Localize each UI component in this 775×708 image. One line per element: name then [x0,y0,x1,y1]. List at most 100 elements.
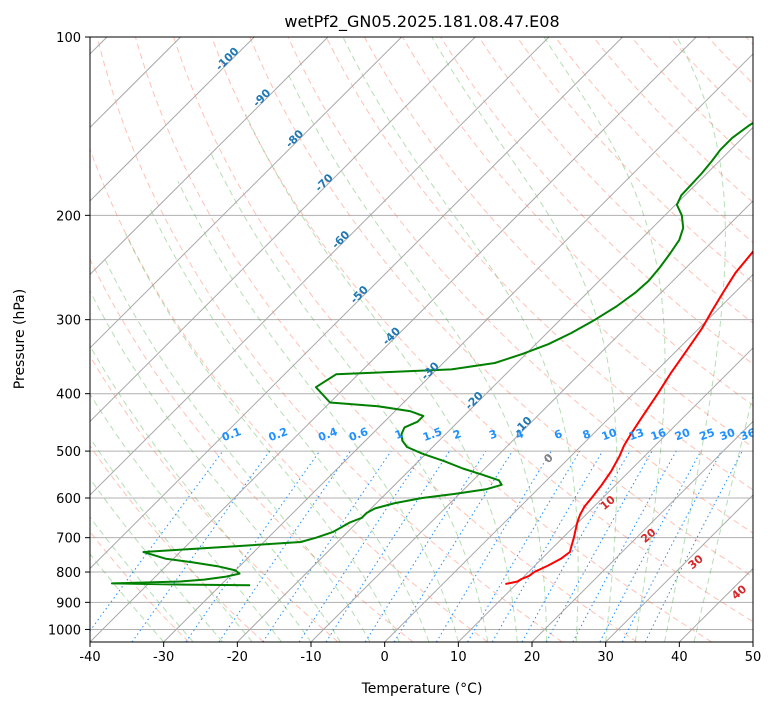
y-axis: 100 200 300 400 500 600 700 800 900 1000 [48,31,90,638]
line-labels: 0.1 0.2 0.4 0.6 1 1.5 2 3 4 6 8 10 13 16 20 25 30 36-100-… [213,44,753,602]
x-tick-label: -40 [79,650,100,665]
dry-adiabat-line [211,37,753,623]
mixing-ratio-line [90,450,224,632]
moist-adiabat-line [208,149,489,642]
dry-adiabat-line [516,37,753,284]
moist-adiabat-line [90,344,312,642]
isotherm-line [90,37,329,276]
moist-adiabat-line [177,180,459,642]
isotherm-line [384,273,753,642]
y-tick-label: 1000 [48,623,81,638]
x-tick-label: 20 [524,650,541,665]
moist-adiabat-line [90,437,253,642]
dry-adiabat-line [90,444,264,642]
isotherm-line [90,37,697,642]
isotherm-label: -60 [329,228,352,251]
dry-adiabat-label: 10 [598,493,618,513]
isotherm-line [752,641,753,642]
mixing-ratio-label: 4 [514,427,526,442]
isotherm-line [236,126,753,642]
y-tick-label: 100 [56,31,81,46]
isotherm-line [90,37,550,496]
mixing-ratio-line [521,450,631,642]
y-tick-label: 500 [56,445,81,460]
dry-adiabat-line [592,37,753,203]
moist-adiabat-line [664,37,726,642]
mixing-ratio-label: 0.2 [267,425,290,444]
dry-adiabat-line [669,37,753,124]
mixing-ratio-line [467,450,581,642]
dry-adiabat-line [325,37,753,491]
mixing-ratio-label: 20 [673,426,692,444]
isotherm-line [90,37,476,423]
chart-title: wetPf2_GN05.2025.181.08.47.E08 [284,12,559,32]
isotherm-label: -40 [380,324,403,347]
moist-adiabat-line [90,477,223,642]
mixing-ratio-line [393,450,513,642]
x-tick-label: -10 [300,650,321,665]
mixing-ratio-label: 6 [552,427,564,442]
isotherm-label: -100 [213,44,242,73]
y-tick-label: 800 [56,566,81,581]
mixing-ratio-label: 1 [393,427,405,442]
isotherm-line [457,347,753,642]
y-tick-label: 600 [56,492,81,507]
dry-adiabat-line [96,37,563,642]
dry-adiabat-line [631,37,753,164]
mixing-ratio-label: 25 [698,426,717,443]
moist-adiabat-line [245,113,518,642]
mixing-ratio-line [644,450,743,642]
dry-adiabat-line [707,37,753,85]
dry-adiabat-line [134,37,638,642]
moist-adiabat-line [342,37,579,642]
isotherm-line [531,420,753,642]
y-tick-label: 400 [56,388,81,403]
mixing-ratio-label: 0.6 [347,425,370,444]
x-tick-label: 40 [671,650,688,665]
x-tick-label: 50 [745,650,762,665]
mixing-ratio-line [325,450,451,642]
mixing-ratio-label: 30 [718,426,737,444]
x-tick-label: 10 [450,650,467,665]
isotherm-line [90,37,623,570]
moist-adiabat-line [90,393,282,642]
isotherm-label: -90 [250,86,273,109]
moist-adiabat-line [287,72,548,642]
y-tick-label: 200 [56,209,81,224]
mixing-ratio-line [364,450,487,642]
mixing-ratio-label: 3 [487,427,499,442]
moist-adiabat-line [543,37,666,642]
mixing-ratio-label: 13 [627,426,646,443]
isotherm-line [90,37,402,349]
mixing-ratio-label: 0.4 [316,425,339,444]
dry-adiabat-line [440,37,753,365]
mixing-ratio-label: 0.1 [220,425,243,444]
dry-adiabat-line [173,37,712,642]
mixing-ratio-line [491,450,603,642]
x-axis-label: Temperature (°C) [361,681,483,697]
dewpoint-profile-line [110,121,753,587]
isotherm-line [310,200,753,642]
moist-adiabat-line [90,289,341,642]
mixing-ratio-line [298,450,426,642]
moist-adiabat-line [693,392,753,642]
x-tick-label: 30 [597,650,614,665]
x-tick-label: -30 [153,650,174,665]
moist-adiabat-line [149,208,430,642]
isotherm-line [163,53,753,642]
mixing-ratio-label: 16 [649,426,668,444]
dry-adiabat-line [402,37,753,406]
mixing-ratio-line [545,450,653,642]
moist-adiabat-line [431,37,618,642]
dry-adiabat-label: 40 [729,582,749,602]
mixing-ratio-label: 2 [451,427,463,442]
y-tick-label: 300 [56,314,81,329]
series-layer [110,121,753,587]
dry-adiabat-line [478,37,753,324]
isotherm-line [90,37,255,202]
mixing-ratio-label: 10 [600,426,619,444]
mixing-ratio-line [599,450,702,642]
mixing-ratio-line [185,450,321,642]
isotherm-label: -50 [348,283,371,306]
x-tick-label: 0 [381,650,389,665]
